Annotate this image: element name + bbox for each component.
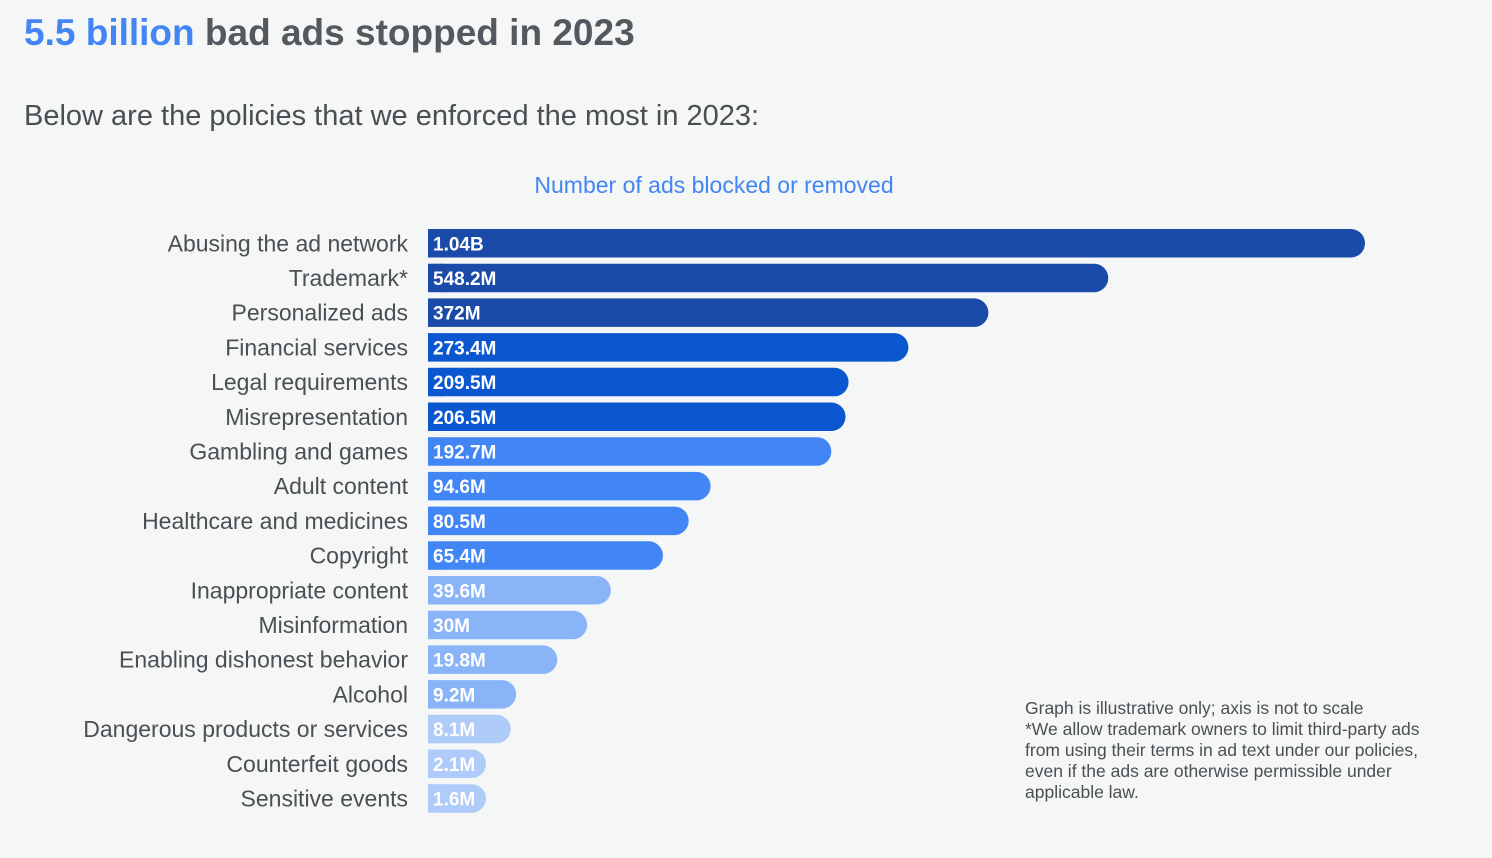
bar-left-edge [428,298,443,327]
bar-copyright [428,541,663,570]
note-trademark: *We allow trademark owners to limit thir… [1025,719,1420,802]
bar-left-edge [428,402,443,431]
bar-left-edge [428,541,443,570]
chart-notes: Graph is illustrative only; axis is not … [1025,698,1455,803]
headline-accent: 5.5 billion [24,12,195,53]
bar-left-edge [428,576,443,605]
bar-left-edge [428,263,443,293]
value-label: 65.4M [433,547,486,568]
bar-left-edge [428,437,443,466]
category-label: Legal requirements [211,369,408,395]
category-label: Personalized ads [232,300,408,326]
category-label: Dangerous products or services [83,716,408,742]
subtitle: Below are the policies that we enforced … [24,100,760,132]
category-label: Trademark* [289,265,408,291]
bar-left-edge [428,749,443,778]
value-label: 273.4M [433,338,496,359]
value-label: 1.6M [433,789,475,810]
bar-trademark [428,263,1109,293]
value-label: 2.1M [433,755,475,776]
bar-counterfeit-goods [428,749,486,778]
bar-left-edge [428,506,443,536]
value-label: 9.2M [433,685,475,706]
category-label: Enabling dishonest behavior [119,647,408,673]
bar-inappropriate-content [428,576,611,605]
value-label: 30M [433,616,470,637]
bar-healthcare-and-medicines [428,506,689,536]
bar-left-edge [428,471,443,501]
bar-left-edge [428,645,443,674]
bar-sensitive-events [428,784,486,813]
bar-enabling-dishonest-behavior [428,645,558,674]
value-label: 372M [433,304,481,325]
bar-dangerous-products-or-services [428,714,511,744]
bar-alcohol [428,680,517,709]
bar-misinformation [428,610,588,640]
value-label: 209.5M [433,373,496,394]
headline-rest: bad ads stopped in 2023 [204,12,635,53]
value-label: 19.8M [433,651,486,672]
category-label: Misrepresentation [225,404,408,430]
bar-left-edge [428,714,443,744]
value-label: 80.5M [433,512,486,533]
value-label: 192.7M [433,442,496,463]
bar-legal-requirements [428,367,849,397]
bar-personalized-ads [428,298,989,327]
value-label: 1.04B [433,234,484,255]
value-label: 206.5M [433,408,496,429]
category-label: Copyright [310,543,409,569]
category-label: Inappropriate content [191,577,409,603]
category-label: Healthcare and medicines [142,508,408,534]
value-label: 8.1M [433,720,475,741]
category-label: Gambling and games [189,438,408,464]
bar-left-edge [428,784,443,813]
bar-left-edge [428,610,443,640]
category-label: Abusing the ad network [168,230,409,256]
bar-misrepresentation [428,402,846,431]
category-label: Adult content [274,473,409,499]
headline: 5.5 billion bad ads stopped in 2023 [24,12,635,54]
chart-title: Number of ads blocked or removed [534,172,894,198]
bar-left-edge [428,229,443,258]
category-label: Alcohol [333,681,408,707]
value-label: 94.6M [433,477,486,498]
category-label: Sensitive events [241,785,408,811]
value-label: 548.2M [433,269,496,290]
bar-adult-content [428,471,711,501]
bar-left-edge [428,333,443,362]
category-label: Counterfeit goods [226,751,408,777]
bar-financial-services [428,333,909,362]
bar-gambling-and-games [428,437,832,466]
bar-left-edge [428,367,443,397]
note-scale: Graph is illustrative only; axis is not … [1025,698,1364,718]
category-label: Misinformation [258,612,408,638]
bar-abusing-the-ad-network [428,229,1365,258]
value-label: 39.6M [433,581,486,602]
bar-left-edge [428,680,443,709]
category-label: Financial services [225,334,408,360]
